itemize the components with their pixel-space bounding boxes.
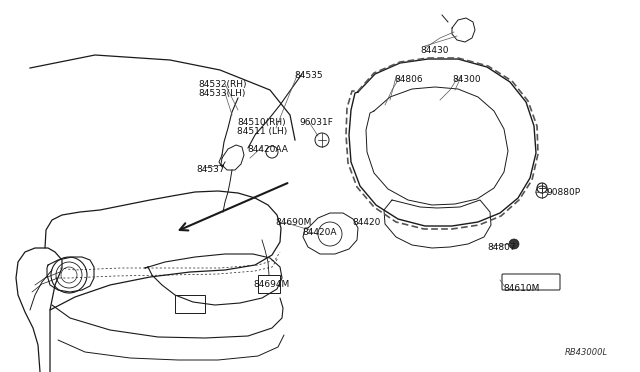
Text: 84690M: 84690M — [275, 218, 312, 227]
Text: 84610M: 84610M — [503, 284, 540, 293]
Bar — [258, 275, 280, 293]
Text: 84300: 84300 — [452, 75, 481, 84]
Text: 84532(RH): 84532(RH) — [198, 80, 246, 89]
Text: 84537: 84537 — [196, 165, 225, 174]
Text: 90880P: 90880P — [546, 188, 580, 197]
Text: 84510(RH): 84510(RH) — [237, 118, 285, 127]
Text: 84694M: 84694M — [253, 280, 289, 289]
Bar — [175, 295, 205, 313]
Text: 84533(LH): 84533(LH) — [198, 89, 245, 98]
Text: 84420AA: 84420AA — [247, 145, 288, 154]
Text: RB43000L: RB43000L — [565, 348, 608, 357]
Text: 84806: 84806 — [394, 75, 422, 84]
Text: 96031F: 96031F — [299, 118, 333, 127]
Circle shape — [509, 239, 519, 249]
Text: 84420A: 84420A — [302, 228, 337, 237]
Text: 84535: 84535 — [294, 71, 323, 80]
Text: 84511 (LH): 84511 (LH) — [237, 127, 287, 136]
Text: 84430: 84430 — [420, 46, 449, 55]
Text: 84420: 84420 — [352, 218, 380, 227]
Text: 84807: 84807 — [487, 243, 516, 252]
